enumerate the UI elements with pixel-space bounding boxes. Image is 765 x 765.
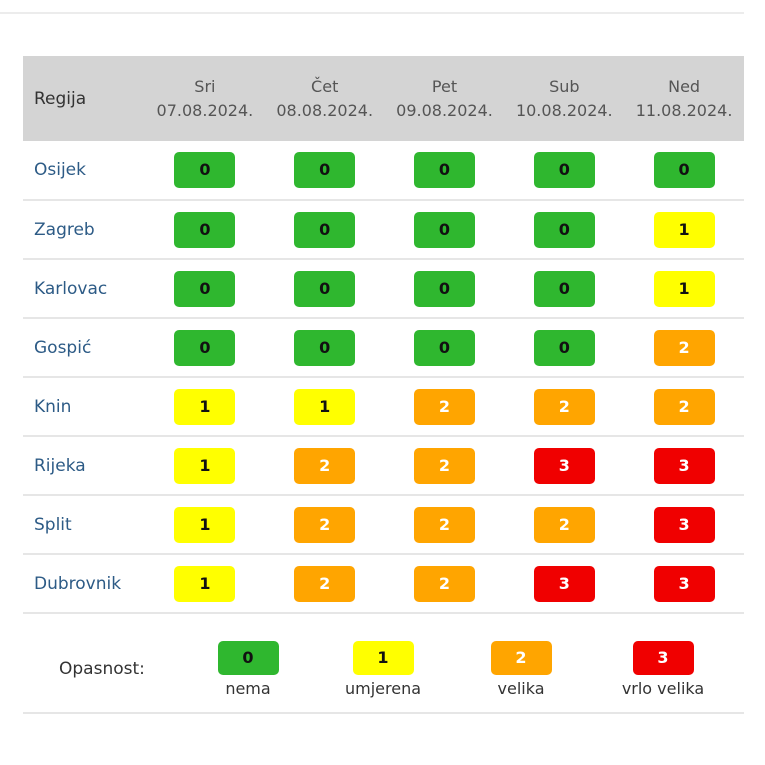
region-link[interactable]: Gospić [34, 337, 92, 358]
danger-level-badge: 1 [174, 388, 236, 425]
region-link[interactable]: Zagreb [34, 219, 95, 240]
danger-level-badge: 0 [294, 270, 356, 307]
table-row: Osijek 0 0 0 0 0 [23, 141, 744, 200]
region-link[interactable]: Dubrovnik [34, 573, 122, 594]
danger-level-badge: 3 [653, 447, 715, 484]
danger-level-badge: 2 [294, 447, 356, 484]
table-row: Dubrovnik 1 2 2 3 3 [23, 554, 744, 613]
danger-level-badge: 1 [653, 270, 715, 307]
legend-level-badge: 2 [490, 641, 552, 675]
legend-item: 3 vrlo velika [608, 641, 718, 698]
danger-level-badge: 1 [653, 211, 715, 248]
day-name: Sri [194, 76, 216, 96]
danger-level-badge: 0 [294, 152, 356, 188]
danger-level-badge: 2 [653, 329, 715, 366]
danger-level-badge: 2 [413, 506, 475, 543]
region-link[interactable]: Rijeka [34, 455, 86, 476]
day-name: Pet [431, 76, 458, 96]
danger-legend: Opasnost: 0 nema 1 umjerena 2 velika 3 v… [23, 617, 744, 714]
danger-level-badge: 2 [413, 447, 475, 484]
danger-level-badge: 3 [653, 506, 715, 543]
danger-level-badge: 1 [174, 565, 236, 602]
danger-level-badge: 0 [174, 211, 236, 248]
danger-level-badge: 0 [294, 211, 356, 248]
danger-level-badge: 0 [413, 211, 475, 248]
day-column-header: Sri 07.08.2024. [145, 56, 265, 141]
table-row: Split 1 2 2 2 3 [23, 495, 744, 554]
danger-level-badge: 0 [294, 329, 356, 366]
danger-level-badge: 2 [533, 388, 595, 425]
region-link[interactable]: Knin [34, 396, 72, 417]
day-date: 10.08.2024. [515, 100, 613, 120]
top-divider [0, 12, 744, 14]
table-row: Rijeka 1 2 2 3 3 [23, 436, 744, 495]
day-name: Sub [549, 76, 580, 96]
day-name: Ned [668, 76, 701, 96]
table-header-row: Regija Sri 07.08.2024. Čet 08.08.2024. P… [23, 56, 744, 141]
day-column-header: Čet 08.08.2024. [265, 56, 385, 141]
danger-level-badge: 0 [174, 152, 236, 188]
danger-level-badge: 0 [413, 270, 475, 307]
legend-item: 0 nema [193, 641, 303, 698]
danger-level-badge: 0 [413, 329, 475, 366]
danger-level-badge: 1 [174, 447, 236, 484]
danger-level-badge: 0 [413, 152, 475, 188]
table-row: Knin 1 1 2 2 2 [23, 377, 744, 436]
danger-level-badge: 1 [174, 506, 236, 543]
fire-danger-table-container: Regija Sri 07.08.2024. Čet 08.08.2024. P… [23, 56, 744, 614]
danger-level-badge: 2 [413, 565, 475, 602]
danger-level-badge: 3 [533, 447, 595, 484]
fire-danger-table: Regija Sri 07.08.2024. Čet 08.08.2024. P… [23, 56, 744, 614]
region-link[interactable]: Split [34, 514, 72, 535]
legend-level-text: velika [497, 679, 545, 698]
danger-level-badge: 0 [533, 152, 595, 188]
day-column-header: Pet 09.08.2024. [385, 56, 505, 141]
day-date: 07.08.2024. [156, 100, 254, 120]
danger-level-badge: 3 [653, 565, 715, 602]
danger-level-badge: 2 [413, 388, 475, 425]
legend-label: Opasnost: [59, 659, 145, 679]
region-link[interactable]: Osijek [34, 160, 86, 180]
legend-level-badge: 1 [352, 641, 414, 675]
day-column-header: Ned 11.08.2024. [624, 56, 744, 141]
day-column-header: Sub 10.08.2024. [504, 56, 624, 141]
legend-level-badge: 3 [632, 641, 694, 675]
table-row: Zagreb 0 0 0 0 1 [23, 200, 744, 259]
table-row: Karlovac 0 0 0 0 1 [23, 259, 744, 318]
danger-level-badge: 2 [294, 565, 356, 602]
table-row: Gospić 0 0 0 0 2 [23, 318, 744, 377]
danger-level-badge: 2 [294, 506, 356, 543]
day-date: 11.08.2024. [635, 100, 733, 120]
danger-level-badge: 0 [533, 211, 595, 248]
region-column-header: Regija [34, 88, 87, 109]
legend-level-text: vrlo velika [621, 679, 705, 698]
danger-level-badge: 0 [174, 329, 236, 366]
day-date: 08.08.2024. [276, 100, 374, 120]
legend-level-text: umjerena [344, 679, 422, 698]
legend-level-badge: 0 [217, 641, 279, 675]
danger-level-badge: 0 [174, 270, 236, 307]
legend-level-text: nema [225, 679, 271, 698]
region-link[interactable]: Karlovac [34, 278, 108, 299]
danger-level-badge: 2 [653, 388, 715, 425]
danger-level-badge: 3 [533, 565, 595, 602]
danger-level-badge: 0 [533, 329, 595, 366]
danger-level-badge: 0 [653, 152, 715, 188]
danger-level-badge: 2 [533, 506, 595, 543]
legend-item: 2 velika [466, 641, 576, 698]
danger-level-badge: 0 [533, 270, 595, 307]
legend-item: 1 umjerena [328, 641, 438, 698]
day-name: Čet [311, 76, 339, 96]
danger-level-badge: 1 [294, 388, 356, 425]
day-date: 09.08.2024. [396, 100, 493, 120]
